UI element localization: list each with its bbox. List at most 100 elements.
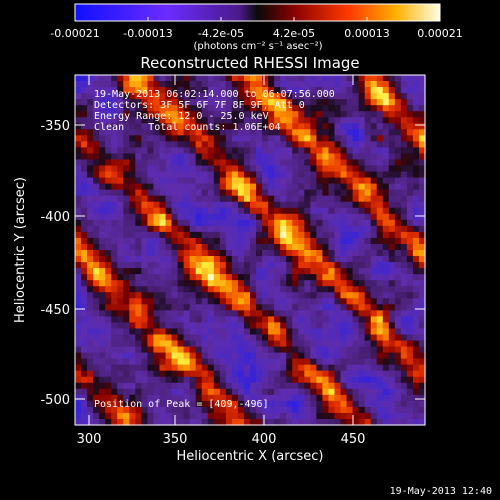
- heatmap-pixel: [382, 334, 390, 342]
- heatmap-pixel: [352, 123, 360, 130]
- heatmap-pixel: [412, 207, 420, 215]
- heatmap-pixel: [105, 141, 112, 149]
- colorbar-tick-label: -4.2e-05: [198, 27, 244, 40]
- heatmap-pixel: [256, 159, 263, 167]
- heatmap-pixel: [382, 177, 390, 185]
- heatmap-pixel: [376, 388, 384, 396]
- heatmap-pixel: [358, 304, 366, 311]
- heatmap-pixel: [93, 388, 100, 396]
- heatmap-pixel: [364, 99, 372, 106]
- heatmap-pixel: [310, 75, 317, 82]
- heatmap-pixel: [334, 117, 342, 124]
- heatmap-pixel: [256, 117, 263, 124]
- heatmap-pixel: [183, 225, 191, 233]
- heatmap-pixel: [219, 322, 227, 330]
- heatmap-pixel: [87, 243, 94, 251]
- heatmap-pixel: [394, 117, 402, 124]
- heatmap-pixel: [141, 262, 149, 269]
- heatmap-pixel: [256, 165, 263, 173]
- heatmap-pixel: [418, 250, 426, 257]
- heatmap-pixel: [352, 147, 360, 155]
- heatmap-pixel: [394, 418, 402, 426]
- heatmap-pixel: [111, 75, 118, 82]
- heatmap-pixel: [201, 99, 209, 106]
- heatmap-pixel: [406, 153, 414, 161]
- heatmap-pixel: [243, 171, 251, 179]
- heatmap-pixel: [225, 340, 233, 348]
- heatmap-pixel: [159, 334, 167, 342]
- heatmap-pixel: [406, 117, 414, 124]
- heatmap-pixel: [153, 352, 161, 360]
- heatmap-pixel: [99, 99, 106, 106]
- heatmap-pixel: [183, 189, 191, 197]
- heatmap-pixel: [99, 292, 106, 299]
- heatmap-pixel: [268, 147, 275, 155]
- heatmap-pixel: [99, 93, 106, 100]
- heatmap-pixel: [394, 123, 402, 130]
- heatmap-pixel: [159, 364, 167, 372]
- heatmap-pixel: [219, 87, 227, 94]
- heatmap-pixel: [298, 207, 305, 215]
- heatmap-pixel: [177, 129, 185, 136]
- heatmap-pixel: [340, 75, 348, 82]
- heatmap-pixel: [75, 153, 82, 161]
- heatmap-pixel: [105, 87, 112, 94]
- heatmap-pixel: [316, 292, 324, 299]
- heatmap-pixel: [117, 189, 124, 197]
- heatmap-pixel: [237, 358, 245, 366]
- heatmap-pixel: [93, 189, 100, 197]
- heatmap-pixel: [123, 262, 130, 269]
- heatmap-pixel: [87, 346, 94, 354]
- heatmap-pixel: [153, 256, 161, 263]
- heatmap-pixel: [141, 225, 149, 233]
- heatmap-pixel: [171, 286, 179, 293]
- heatmap-pixel: [256, 195, 263, 203]
- heatmap-pixel: [201, 147, 209, 155]
- heatmap-pixel: [225, 195, 233, 203]
- heatmap-pixel: [117, 129, 124, 136]
- heatmap-pixel: [256, 286, 263, 293]
- heatmap-pixel: [189, 99, 197, 106]
- heatmap-pixel: [280, 159, 287, 167]
- heatmap-pixel: [177, 370, 185, 378]
- heatmap-pixel: [99, 237, 106, 245]
- heatmap-pixel: [81, 129, 88, 136]
- heatmap-pixel: [286, 183, 293, 191]
- heatmap-pixel: [292, 171, 299, 179]
- heatmap-pixel: [213, 237, 221, 245]
- heatmap-pixel: [394, 105, 402, 112]
- heatmap-pixel: [262, 262, 269, 269]
- heatmap-pixel: [406, 201, 414, 209]
- heatmap-pixel: [376, 123, 384, 130]
- heatmap-pixel: [159, 418, 167, 426]
- heatmap-pixel: [418, 87, 426, 94]
- heatmap-pixel: [394, 346, 402, 354]
- heatmap-pixel: [262, 268, 269, 275]
- heatmap-pixel: [280, 171, 287, 179]
- heatmap-pixel: [274, 256, 281, 263]
- heatmap-pixel: [400, 310, 408, 317]
- heatmap-pixel: [141, 394, 149, 402]
- heatmap-pixel: [231, 262, 239, 269]
- heatmap-pixel: [87, 99, 94, 106]
- heatmap-pixel: [105, 219, 112, 227]
- heatmap-pixel: [364, 117, 372, 124]
- heatmap-pixel: [153, 87, 161, 94]
- heatmap-pixel: [171, 165, 179, 173]
- heatmap-pixel: [322, 370, 330, 378]
- heatmap-pixel: [135, 201, 142, 209]
- heatmap-pixel: [262, 298, 269, 305]
- heatmap-pixel: [322, 376, 330, 384]
- heatmap-pixel: [268, 105, 275, 112]
- heatmap-pixel: [292, 304, 299, 311]
- heatmap-pixel: [147, 346, 155, 354]
- heatmap-pixel: [328, 87, 336, 94]
- heatmap-pixel: [268, 418, 275, 426]
- heatmap-pixel: [123, 304, 130, 311]
- heatmap-pixel: [316, 268, 324, 275]
- heatmap-pixel: [213, 250, 221, 257]
- heatmap-pixel: [129, 111, 136, 118]
- heatmap-pixel: [189, 370, 197, 378]
- heatmap-pixel: [201, 400, 209, 408]
- heatmap-pixel: [165, 171, 173, 179]
